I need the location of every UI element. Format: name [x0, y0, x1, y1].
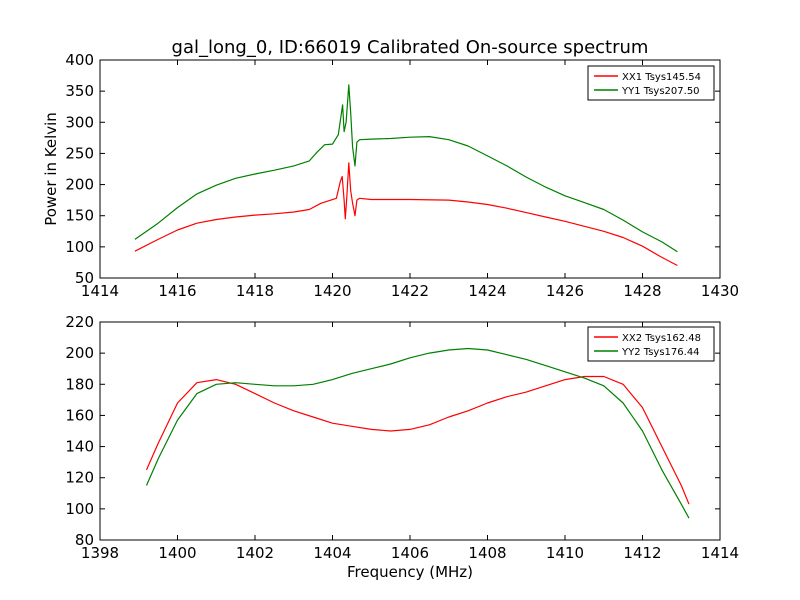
- x-tick-label: 1406: [391, 544, 429, 562]
- y-tick-label: 100: [65, 238, 94, 256]
- legend-label: XX1 Tsys145.54: [622, 72, 701, 83]
- x-tick-label: 1418: [236, 282, 274, 300]
- y-tick-label: 160: [65, 406, 94, 424]
- legend-label: YY1 Tsys207.50: [621, 86, 700, 97]
- top-ylabel: Power in Kelvin: [42, 112, 60, 226]
- y-tick-label: 200: [65, 176, 94, 194]
- x-tick-label: 1404: [313, 544, 351, 562]
- x-tick-label: 1398: [81, 544, 119, 562]
- bottom-xlabel: Frequency (MHz): [347, 563, 473, 581]
- series-line-yy: [145, 347, 690, 519]
- top-panel: 1414 1416 1418 1420 1422 1424 1426 1428 1430 50 10…: [65, 51, 739, 300]
- x-tick-label: 1428: [623, 282, 661, 300]
- legend-label: YY2 Tsys176.44: [621, 347, 700, 358]
- series-line-yy: [134, 84, 678, 253]
- y-tick-label: 200: [65, 344, 94, 362]
- series-line-xx: [134, 162, 678, 267]
- x-tick-label: 1420: [313, 282, 351, 300]
- y-tick-label: 250: [65, 144, 94, 162]
- y-tick-label: 140: [65, 438, 94, 456]
- legend: XX2 Tsys162.48 YY2 Tsys176.44: [587, 326, 715, 362]
- legend: XX1 Tsys145.54 YY1 Tsys207.50: [587, 65, 715, 101]
- x-tick-label: 1426: [546, 282, 584, 300]
- y-tick-label: 120: [65, 469, 94, 487]
- legend-box: [587, 65, 715, 101]
- y-tick-label: 80: [75, 531, 94, 549]
- x-tick-label: 1410: [546, 544, 584, 562]
- chart-title: gal_long_0, ID:66019 Calibrated On-sourc…: [172, 37, 649, 58]
- y-tick-label: 150: [65, 207, 94, 225]
- x-tick-label: 1400: [158, 544, 196, 562]
- x-tick-label: 1430: [701, 282, 739, 300]
- y-tick-label: 50: [75, 269, 94, 287]
- x-tick-label: 1414: [701, 544, 739, 562]
- y-tick-label: 350: [65, 82, 94, 100]
- x-tick-label: 1422: [391, 282, 429, 300]
- x-tick-label: 1408: [468, 544, 506, 562]
- x-tick-label: 1414: [81, 282, 119, 300]
- x-tick-label: 1424: [468, 282, 506, 300]
- y-tick-label: 180: [65, 375, 94, 393]
- bottom-panel: 1398 1400 1402 1404 1406 1408 1410 1412 1414 80 10…: [65, 313, 739, 562]
- y-tick-label: 100: [65, 500, 94, 518]
- x-tick-label: 1402: [236, 544, 274, 562]
- y-tick-label: 220: [65, 313, 94, 331]
- legend-label: XX2 Tsys162.48: [622, 333, 701, 344]
- y-tick-label: 400: [65, 51, 94, 69]
- y-tick-label: 300: [65, 113, 94, 131]
- x-tick-label: 1412: [623, 544, 661, 562]
- legend-box: [587, 326, 715, 362]
- x-tick-label: 1416: [158, 282, 196, 300]
